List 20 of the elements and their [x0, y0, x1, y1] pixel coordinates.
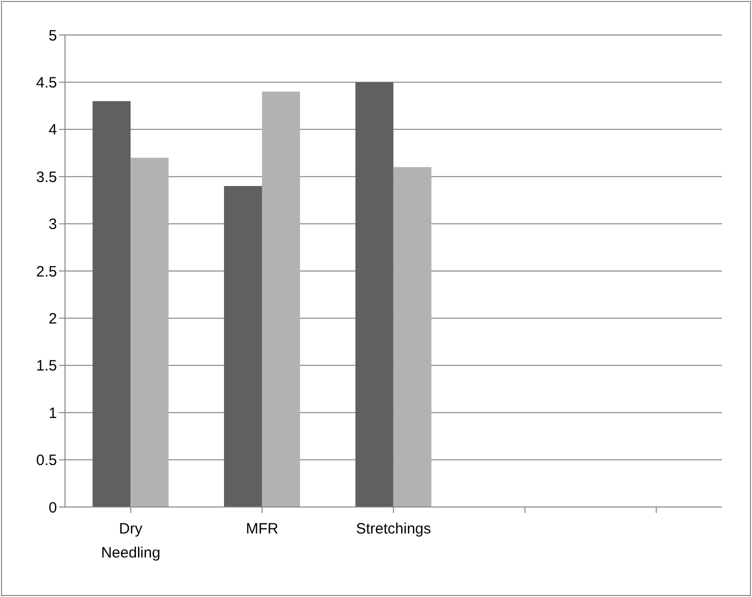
y-tick-label: 1.5 — [36, 358, 57, 375]
y-tick-label: 3.5 — [36, 168, 57, 186]
y-tick-label: 4.5 — [36, 74, 57, 92]
bar — [130, 158, 169, 507]
bar — [92, 101, 131, 507]
bar — [355, 82, 394, 507]
y-tick-label: 5 — [48, 27, 57, 44]
x-tick-label: Stretchings — [356, 520, 432, 538]
y-tick-label: 4 — [48, 122, 57, 139]
y-tick-label: 1 — [48, 404, 57, 422]
x-tick-label: MFR — [246, 520, 279, 538]
y-tick-label: 3 — [48, 216, 57, 234]
y-tick-label: 0 — [48, 499, 57, 516]
y-tick-label: 2.5 — [36, 263, 57, 280]
y-tick-label: 2 — [48, 310, 57, 328]
bar — [262, 92, 300, 507]
bar — [393, 167, 432, 507]
x-tick-label: Dry Needling — [101, 520, 160, 562]
bar — [224, 186, 262, 507]
y-tick-label: 0.5 — [36, 452, 57, 470]
